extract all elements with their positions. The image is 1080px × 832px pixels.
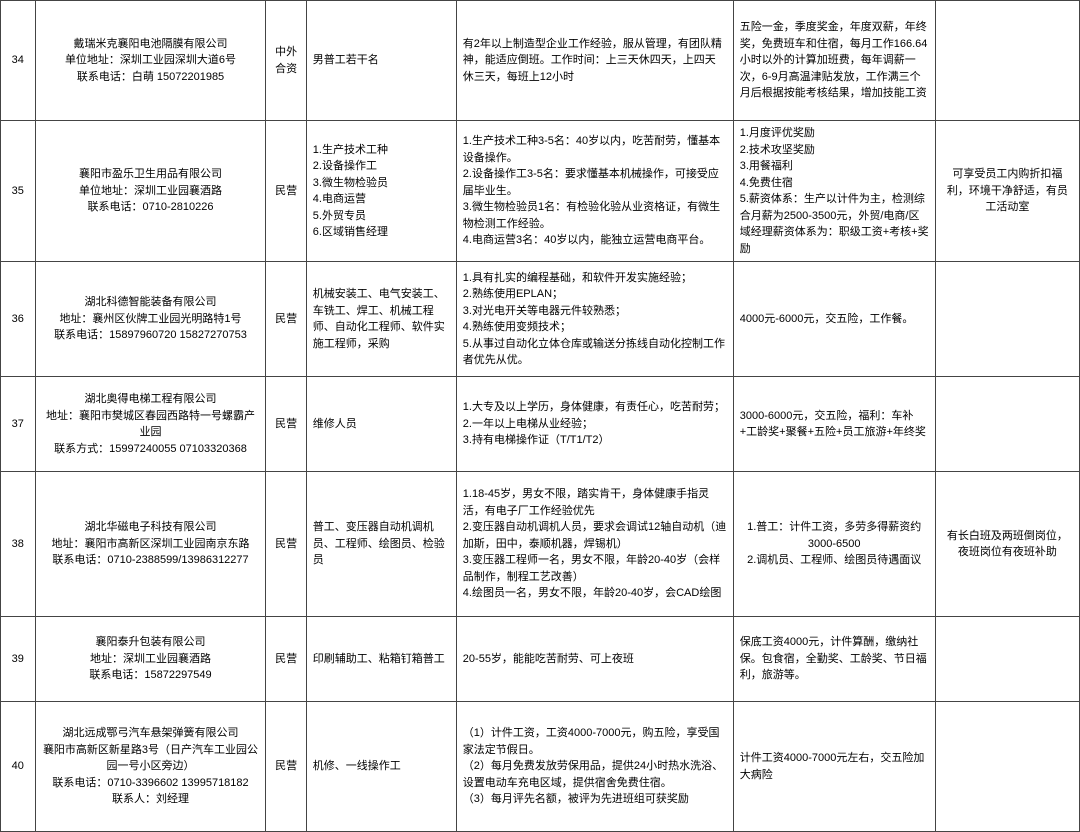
type-cell: 中外合资 xyxy=(266,1,306,121)
salary-cell: 4000元-6000元，交五险，工作餐。 xyxy=(733,262,935,377)
requirement-cell: 1.18-45岁，男女不限，踏实肯干，身体健康手指灵活，有电子厂工作经验优先2.… xyxy=(456,472,733,617)
benefit-cell: 可享受员工内购折扣福利，环境干净舒适，有员工活动室 xyxy=(935,121,1079,262)
type-cell: 民营 xyxy=(266,377,306,472)
position-cell: 1.生产技术工种2.设备操作工3.微生物检验员4.电商运营5.外贸专员6.区域销… xyxy=(306,121,456,262)
company-cell: 湖北奥得电梯工程有限公司地址：襄阳市樊城区春园西路特一号螺霸产业园联系方式：15… xyxy=(35,377,266,472)
type-cell: 民营 xyxy=(266,121,306,262)
company-cell: 戴瑞米克襄阳电池隔膜有限公司单位地址：深圳工业园深圳大道6号联系电话：白萌 15… xyxy=(35,1,266,121)
table-row: 34戴瑞米克襄阳电池隔膜有限公司单位地址：深圳工业园深圳大道6号联系电话：白萌 … xyxy=(1,1,1080,121)
type-cell: 民营 xyxy=(266,702,306,832)
requirement-cell: 20-55岁，能能吃苦耐劳、可上夜班 xyxy=(456,617,733,702)
benefit-cell xyxy=(935,702,1079,832)
position-cell: 机修、一线操作工 xyxy=(306,702,456,832)
row-index: 35 xyxy=(1,121,36,262)
position-cell: 男普工若干名 xyxy=(306,1,456,121)
requirement-cell: 1.具有扎实的编程基础，和软件开发实施经验；2.熟练使用EPLAN；3.对光电开… xyxy=(456,262,733,377)
requirement-cell: 1.大专及以上学历，身体健康，有责任心，吃苦耐劳；2.一年以上电梯从业经验；3.… xyxy=(456,377,733,472)
row-index: 36 xyxy=(1,262,36,377)
job-listings-table: 34戴瑞米克襄阳电池隔膜有限公司单位地址：深圳工业园深圳大道6号联系电话：白萌 … xyxy=(0,0,1080,832)
table-row: 36湖北科德智能装备有限公司地址：襄州区伙牌工业园光明路特1号联系电话：1589… xyxy=(1,262,1080,377)
position-cell: 印刷辅助工、粘箱钉箱普工 xyxy=(306,617,456,702)
table-row: 38湖北华磁电子科技有限公司地址：襄阳市高新区深圳工业园南京东路联系电话：071… xyxy=(1,472,1080,617)
type-cell: 民营 xyxy=(266,262,306,377)
table-row: 40湖北远成鄂弓汽车悬架弹簧有限公司襄阳市高新区新星路3号（日产汽车工业园公园一… xyxy=(1,702,1080,832)
benefit-cell xyxy=(935,262,1079,377)
salary-cell: 保底工资4000元，计件算酬，缴纳社保。包食宿，全勤奖、工龄奖、节日福利，旅游等… xyxy=(733,617,935,702)
benefit-cell: 有长白班及两班倒岗位，夜班岗位有夜班补助 xyxy=(935,472,1079,617)
company-cell: 襄阳泰升包装有限公司地址：深圳工业园襄酒路联系电话：15872297549 xyxy=(35,617,266,702)
row-index: 39 xyxy=(1,617,36,702)
row-index: 38 xyxy=(1,472,36,617)
type-cell: 民营 xyxy=(266,472,306,617)
company-cell: 湖北华磁电子科技有限公司地址：襄阳市高新区深圳工业园南京东路联系电话：0710-… xyxy=(35,472,266,617)
benefit-cell xyxy=(935,1,1079,121)
position-cell: 机械安装工、电气安装工、车铣工、焊工、机械工程师、自动化工程师、软件实施工程师，… xyxy=(306,262,456,377)
table-row: 37湖北奥得电梯工程有限公司地址：襄阳市樊城区春园西路特一号螺霸产业园联系方式：… xyxy=(1,377,1080,472)
company-cell: 襄阳市盈乐卫生用品有限公司单位地址：深圳工业园襄酒路联系电话：0710-2810… xyxy=(35,121,266,262)
requirement-cell: 有2年以上制造型企业工作经验，服从管理，有团队精神，能适应倒班。工作时间：上三天… xyxy=(456,1,733,121)
requirement-cell: （1）计件工资，工资4000-7000元，购五险，享受国家法定节假日。（2）每月… xyxy=(456,702,733,832)
table-row: 39襄阳泰升包装有限公司地址：深圳工业园襄酒路联系电话：15872297549民… xyxy=(1,617,1080,702)
company-cell: 湖北科德智能装备有限公司地址：襄州区伙牌工业园光明路特1号联系电话：158979… xyxy=(35,262,266,377)
benefit-cell xyxy=(935,617,1079,702)
salary-cell: 3000-6000元，交五险，福利：车补+工龄奖+聚餐+五险+员工旅游+年终奖 xyxy=(733,377,935,472)
requirement-cell: 1.生产技术工种3-5名：40岁以内，吃苦耐劳，懂基本设备操作。2.设备操作工3… xyxy=(456,121,733,262)
row-index: 37 xyxy=(1,377,36,472)
position-cell: 维修人员 xyxy=(306,377,456,472)
company-cell: 湖北远成鄂弓汽车悬架弹簧有限公司襄阳市高新区新星路3号（日产汽车工业园公园一号小… xyxy=(35,702,266,832)
salary-cell: 1.普工：计件工资，多劳多得薪资约3000-65002.调机员、工程师、绘图员待… xyxy=(733,472,935,617)
table-row: 35襄阳市盈乐卫生用品有限公司单位地址：深圳工业园襄酒路联系电话：0710-28… xyxy=(1,121,1080,262)
salary-cell: 1.月度评优奖励2.技术攻坚奖励3.用餐福利4.免费住宿5.薪资体系：生产以计件… xyxy=(733,121,935,262)
benefit-cell xyxy=(935,377,1079,472)
type-cell: 民营 xyxy=(266,617,306,702)
row-index: 40 xyxy=(1,702,36,832)
position-cell: 普工、变压器自动机调机员、工程师、绘图员、检验员 xyxy=(306,472,456,617)
salary-cell: 五险一金，季度奖金，年度双薪，年终奖，免费班车和住宿，每月工作166.64小时以… xyxy=(733,1,935,121)
salary-cell: 计件工资4000-7000元左右，交五险加大病险 xyxy=(733,702,935,832)
row-index: 34 xyxy=(1,1,36,121)
